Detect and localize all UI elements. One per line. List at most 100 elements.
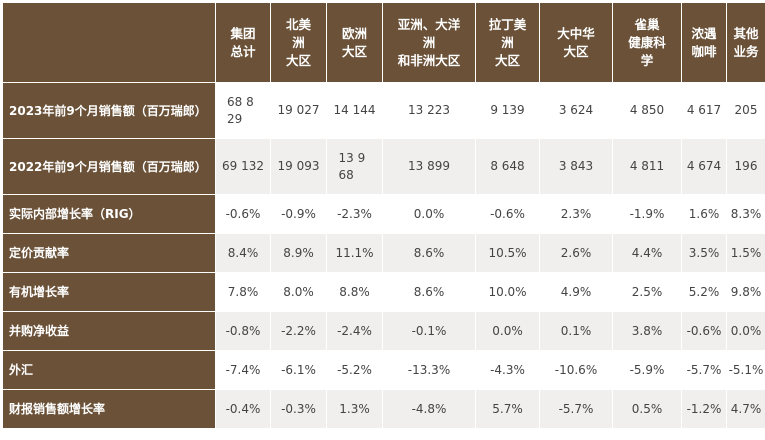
cell-value: 14 144 [334, 103, 376, 117]
table-cell: -10.6% [540, 351, 613, 390]
cell-value: 13 223 [408, 103, 450, 117]
table-cell: -2.3% [327, 195, 383, 234]
table-cell: 0.0% [727, 312, 765, 351]
column-header: 浓遇咖啡 [682, 3, 727, 83]
cell-value: -4.3% [490, 363, 525, 377]
cell-value: 4 674 [687, 159, 721, 173]
column-header-line: 洲 [383, 34, 475, 52]
cell-value: 68 829 [227, 94, 259, 128]
column-header-line: 欧洲 [327, 25, 382, 43]
table-cell: 13 223 [383, 83, 476, 139]
table-row: 并购净收益-0.8%-2.2%-2.4%-0.1%0.0%0.1%3.8%-0.… [3, 312, 765, 351]
cell-value: 5.2% [689, 285, 720, 299]
cell-value: 2.6% [561, 246, 592, 260]
cell-value: -5.7% [687, 363, 722, 377]
cell-value: 8.0% [283, 285, 314, 299]
table-cell: 0.1% [540, 312, 613, 351]
cell-value: 8 648 [490, 159, 524, 173]
table-cell: -0.6% [682, 312, 727, 351]
column-header-line: 雀巢 [613, 16, 681, 34]
column-header-line: 大区 [476, 52, 539, 70]
table-cell: 4.4% [613, 234, 682, 273]
table-cell: 3 843 [540, 139, 613, 195]
table-cell: 2.3% [540, 195, 613, 234]
table-cell: 19 027 [271, 83, 327, 139]
cell-value: 13 968 [339, 150, 371, 184]
table-cell: -0.8% [216, 312, 271, 351]
table-cell: -0.9% [271, 195, 327, 234]
cell-value: -5.2% [337, 363, 372, 377]
table-cell: 4.7% [727, 390, 765, 429]
cell-value: 4 850 [630, 103, 664, 117]
row-label: 财报销售额增长率 [3, 390, 216, 429]
cell-value: -2.2% [281, 324, 316, 338]
cell-value: 10.0% [488, 285, 526, 299]
table-cell: -4.3% [476, 351, 540, 390]
column-header: 雀巢健康科学 [613, 3, 682, 83]
cell-value: 0.0% [731, 324, 762, 338]
table-row: 外汇-7.4%-6.1%-5.2%-13.3%-4.3%-10.6%-5.9%-… [3, 351, 765, 390]
table-cell: -7.4% [216, 351, 271, 390]
table-cell: 19 093 [271, 139, 327, 195]
table-cell: 8.6% [383, 273, 476, 312]
column-header-line: 大区 [540, 43, 612, 61]
table-cell: 9.8% [727, 273, 765, 312]
cell-value: 69 132 [222, 159, 264, 173]
cell-value: 13 899 [408, 159, 450, 173]
cell-value: -1.9% [630, 207, 665, 221]
table-cell: 196 [727, 139, 765, 195]
cell-value: 9 139 [490, 103, 524, 117]
column-header-line: 大区 [271, 52, 326, 70]
table-cell: 5.2% [682, 273, 727, 312]
table-cell: 10.5% [476, 234, 540, 273]
column-header-line: 亚洲、大洋 [383, 16, 475, 34]
table-cell: 8 648 [476, 139, 540, 195]
column-header: 亚洲、大洋洲和非洲大区 [383, 3, 476, 83]
cell-value: -0.9% [281, 207, 316, 221]
column-header-line: 大区 [327, 43, 382, 61]
table-cell: 14 144 [327, 83, 383, 139]
table-cell: 10.0% [476, 273, 540, 312]
cell-value: 19 027 [278, 103, 320, 117]
table-cell: 3.8% [613, 312, 682, 351]
row-label: 定价贡献率 [3, 234, 216, 273]
cell-value: -1.2% [687, 402, 722, 416]
cell-value: 1.5% [731, 246, 762, 260]
table-cell: 4 674 [682, 139, 727, 195]
table-cell: 3 624 [540, 83, 613, 139]
cell-value: -0.8% [226, 324, 261, 338]
cell-value: 0.0% [414, 207, 445, 221]
row-label: 2022年前9个月销售额（百万瑞郎） [3, 139, 216, 195]
cell-value: 9.8% [731, 285, 762, 299]
table-cell: -0.6% [476, 195, 540, 234]
cell-value: -2.4% [337, 324, 372, 338]
column-header-line: 咖啡 [682, 43, 726, 61]
cell-value: 1.6% [689, 207, 720, 221]
table-cell: -2.4% [327, 312, 383, 351]
table-cell: 8.9% [271, 234, 327, 273]
cell-value: 3.5% [689, 246, 720, 260]
table-cell: -5.9% [613, 351, 682, 390]
cell-value: 5.7% [492, 402, 523, 416]
cell-value: 10.5% [488, 246, 526, 260]
row-label: 2023年前9个月销售额（百万瑞郎） [3, 83, 216, 139]
column-header-line: 洲 [476, 34, 539, 52]
cell-value: -5.9% [630, 363, 665, 377]
table-cell: -1.2% [682, 390, 727, 429]
table-cell: -5.7% [682, 351, 727, 390]
column-header: 拉丁美洲大区 [476, 3, 540, 83]
table-cell: 0.5% [613, 390, 682, 429]
table-cell: 5.7% [476, 390, 540, 429]
table-cell: 68 829 [216, 83, 271, 139]
column-header: 北美洲大区 [271, 3, 327, 83]
cell-value: 7.8% [228, 285, 259, 299]
cell-value: 0.0% [492, 324, 523, 338]
cell-value: 3.8% [632, 324, 663, 338]
cell-value: -7.4% [226, 363, 261, 377]
table-cell: 4 617 [682, 83, 727, 139]
corner-cell [3, 3, 216, 83]
cell-value: 8.3% [731, 207, 762, 221]
table-cell: 0.0% [476, 312, 540, 351]
table-cell: 205 [727, 83, 765, 139]
